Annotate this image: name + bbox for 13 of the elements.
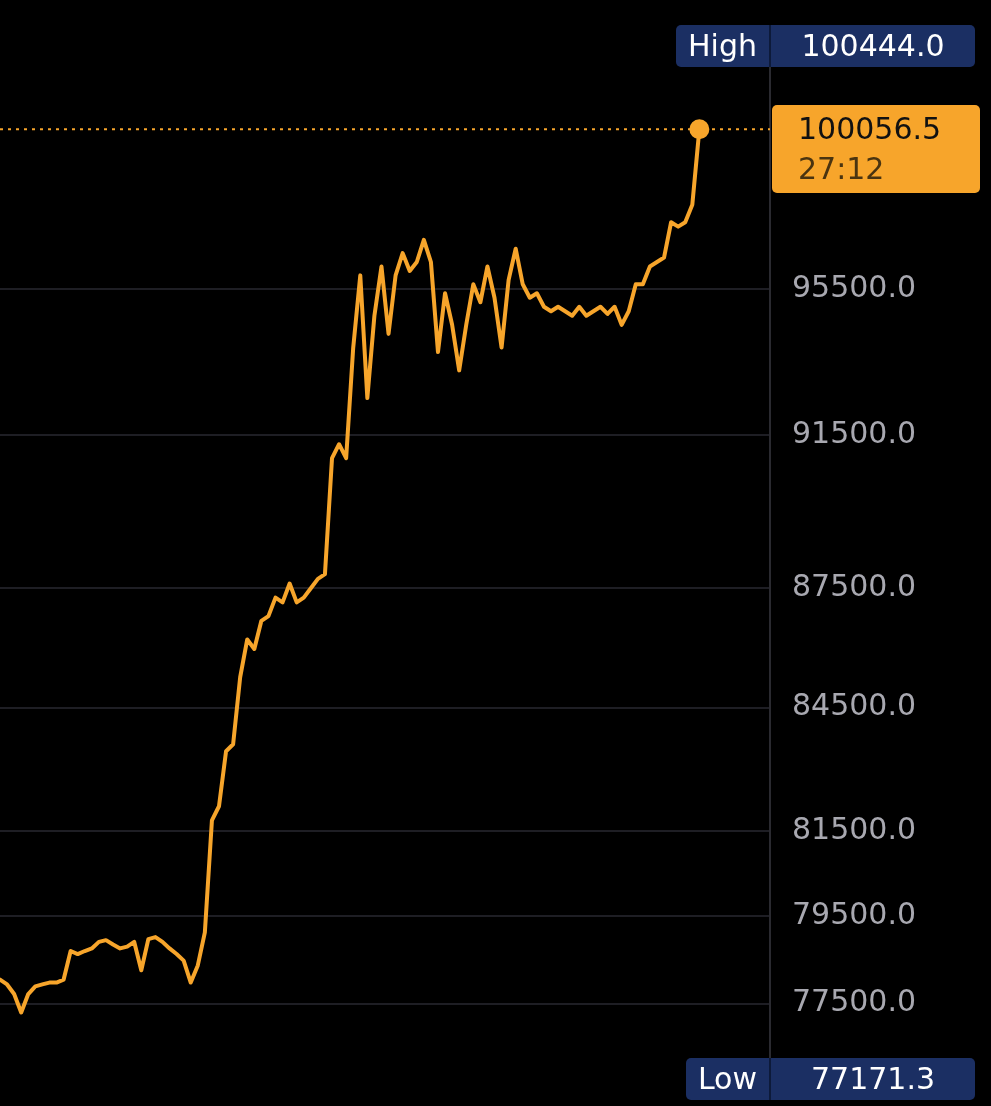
annotation: Low	[696, 1060, 758, 1098]
y-tick-label: 77500.0	[792, 983, 917, 1019]
text: 100444.0	[769, 25, 975, 67]
ref-line-label: 100056.5	[798, 110, 943, 149]
y-tick-label: 79500.0	[792, 896, 917, 932]
y-tick-label: 84500.0	[792, 687, 917, 723]
y-tick-label: 81500.0	[792, 811, 917, 847]
text: 77171.3	[769, 1058, 975, 1100]
y-tick-label: 95500.0	[792, 268, 917, 304]
annotation: High	[687, 27, 758, 65]
text: 27:12	[798, 150, 886, 189]
y-tick-label: 91500.0	[792, 415, 917, 451]
y-tick-label: 87500.0	[792, 568, 917, 604]
